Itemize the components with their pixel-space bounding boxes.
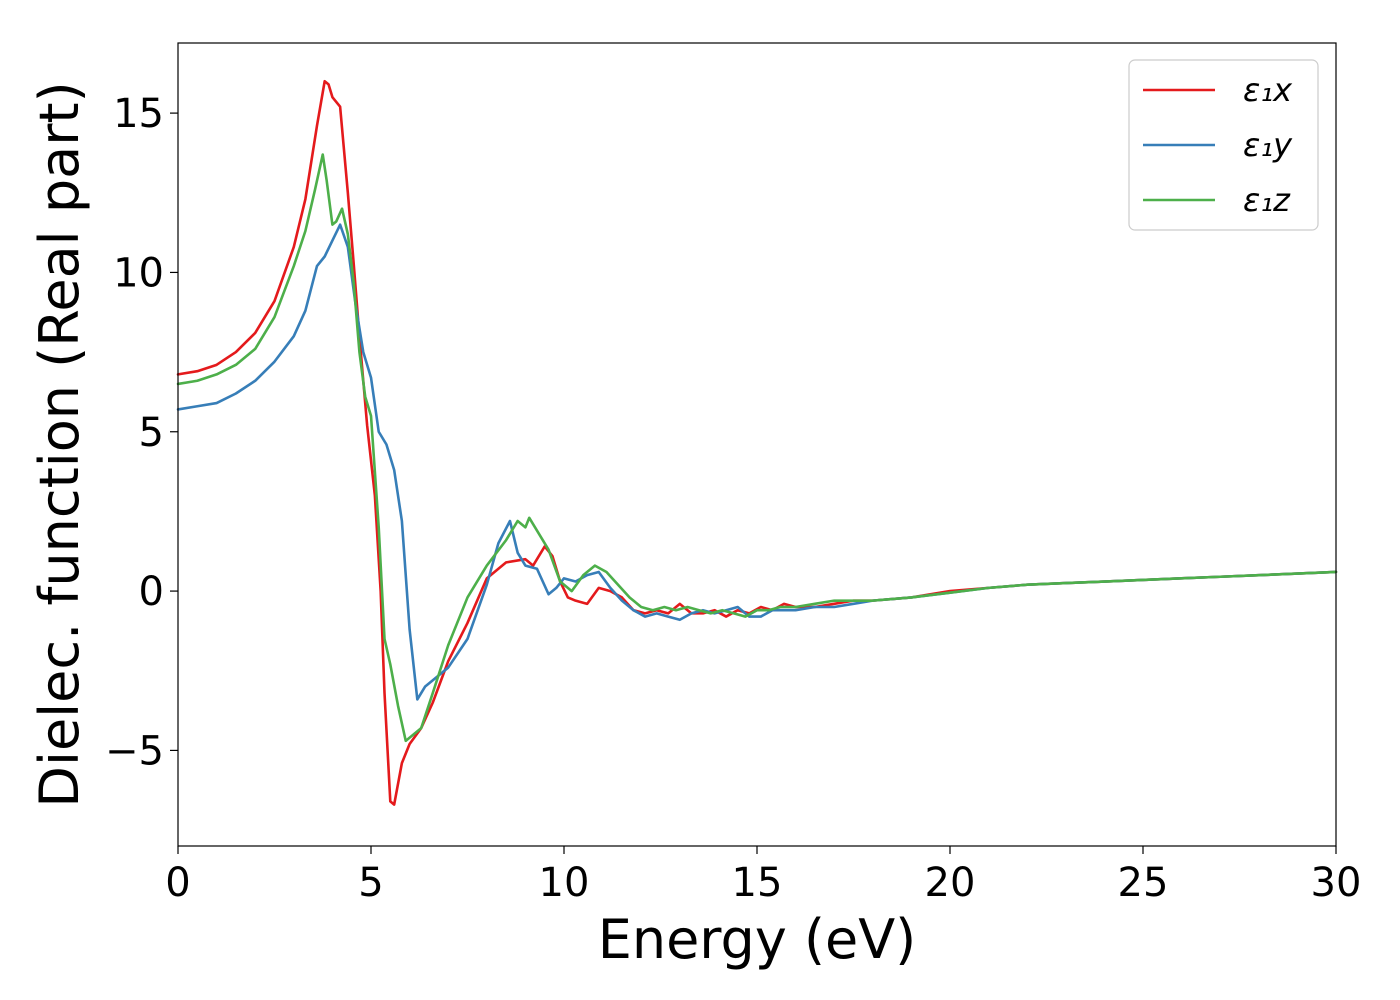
x-axis-ticks: 0 5 10 15 20 25 30 bbox=[165, 846, 1361, 906]
y-tick-label: 5 bbox=[139, 410, 164, 456]
y-axis-ticks: −5 0 5 10 15 bbox=[105, 91, 178, 774]
x-tick-label: 15 bbox=[732, 860, 783, 906]
legend-label-1: ε₁x bbox=[1243, 71, 1293, 109]
x-tick-label: 5 bbox=[358, 860, 383, 906]
y-axis-title: Dielec. function (Real part) bbox=[28, 81, 91, 807]
x-tick-label: 25 bbox=[1118, 860, 1169, 906]
plot-lines bbox=[176, 79, 1338, 806]
y-tick-label: 0 bbox=[139, 569, 164, 615]
legend-box bbox=[1128, 59, 1319, 231]
y-tick-label: 10 bbox=[113, 250, 164, 296]
y-tick-label: −5 bbox=[105, 728, 164, 774]
legend-label-3: ε₁z bbox=[1243, 181, 1291, 219]
legend: ε₁x ε₁y ε₁z bbox=[1128, 59, 1319, 231]
x-tick-label: 10 bbox=[539, 860, 590, 906]
legend-label-2: ε₁y bbox=[1243, 126, 1293, 164]
x-axis-title: Energy (eV) bbox=[598, 908, 917, 971]
x-tick-label: 20 bbox=[925, 860, 976, 906]
y-tick-label: 15 bbox=[113, 91, 164, 137]
series-line-2 bbox=[176, 223, 1338, 701]
x-tick-label: 30 bbox=[1311, 860, 1362, 906]
series-line-3 bbox=[176, 153, 1338, 743]
x-tick-label: 0 bbox=[165, 860, 190, 906]
